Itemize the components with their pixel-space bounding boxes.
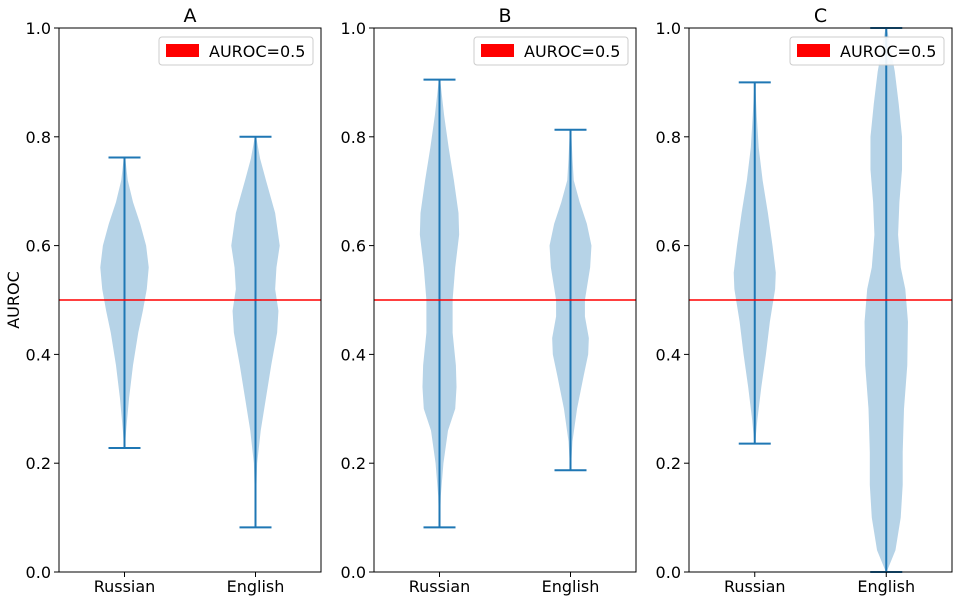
y-tick-label: 0.2 [656,454,681,473]
x-tick-label: Russian [724,577,786,596]
panel-title: A [184,5,197,27]
x-tick-label: Russian [94,577,156,596]
panel-title: C [814,5,827,27]
chart-panel-a: 0.0 0.2 0.4 0.6 0.8 1.0 Russian English A AUROC=0… [26,5,322,596]
y-tick-label: 0.0 [341,563,366,582]
y-tick-label: 1.0 [341,19,366,38]
y-tick-label: 0.8 [341,128,366,147]
legend-label: AUROC=0.5 [524,42,620,61]
y-tick-label: 0.0 [656,563,681,582]
y-tick-label: 0.0 [26,563,51,582]
y-tick-label: 0.6 [341,237,366,256]
legend-swatch [481,44,514,57]
x-tick-label: Russian [409,577,471,596]
panel-title: B [498,5,511,27]
chart-panel-b: 0.0 0.2 0.4 0.6 0.8 1.0 Russian English B AUROC=0… [341,5,637,596]
chart-panel-c: 0.0 0.2 0.4 0.6 0.8 1.0 Russian English C AUROC=0… [656,5,953,596]
x-tick-label: English [227,577,285,596]
y-tick-label: 0.6 [26,237,51,256]
y-tick-label: 0.4 [341,345,366,364]
y-tick-label: 0.8 [656,128,681,147]
axes-frame [688,27,953,573]
axes-frame [58,27,322,573]
y-tick-label: 0.4 [656,345,681,364]
y-tick-label: 1.0 [26,19,51,38]
y-tick-label: 0.2 [341,454,366,473]
y-tick-label: 0.8 [26,128,51,147]
y-axis-label: AUROC [4,271,23,329]
x-tick-label: English [542,577,600,596]
legend-swatch [166,44,199,57]
legend-swatch [797,44,830,57]
y-tick-label: 0.6 [656,237,681,256]
y-tick-label: 0.2 [26,454,51,473]
x-tick-label: English [857,577,915,596]
axes-frame [373,27,637,573]
y-tick-label: 1.0 [656,19,681,38]
y-tick-label: 0.4 [26,345,51,364]
legend-label: AUROC=0.5 [209,42,305,61]
legend-label: AUROC=0.5 [840,42,936,61]
